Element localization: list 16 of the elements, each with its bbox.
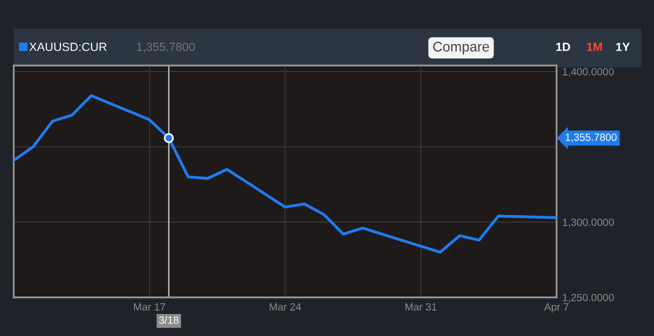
x-tick-label: Apr 7: [544, 303, 568, 313]
legend-label: XAUUSD:CUR: [29, 42, 107, 52]
text: 1D: [556, 42, 570, 51]
x-tick-label: Mar 31: [405, 303, 437, 311]
x-tick-label: Mar 24: [270, 303, 302, 311]
text: 1,355.7800: [137, 42, 195, 52]
y-tick-label: 1,400.0000: [562, 68, 614, 77]
y-tick-label: 1,300.0000: [562, 218, 614, 228]
line-series: [14, 94, 557, 254]
text: 1,355.7800: [566, 134, 617, 142]
ref-line-label: 3/18: [159, 316, 179, 324]
y-tick-label: 1,250.0000: [562, 294, 614, 302]
text: 1M: [587, 42, 602, 51]
text: Compare: [433, 42, 490, 54]
text: 1Y: [616, 42, 630, 51]
x-tick-label: Mar 17: [134, 303, 166, 311]
